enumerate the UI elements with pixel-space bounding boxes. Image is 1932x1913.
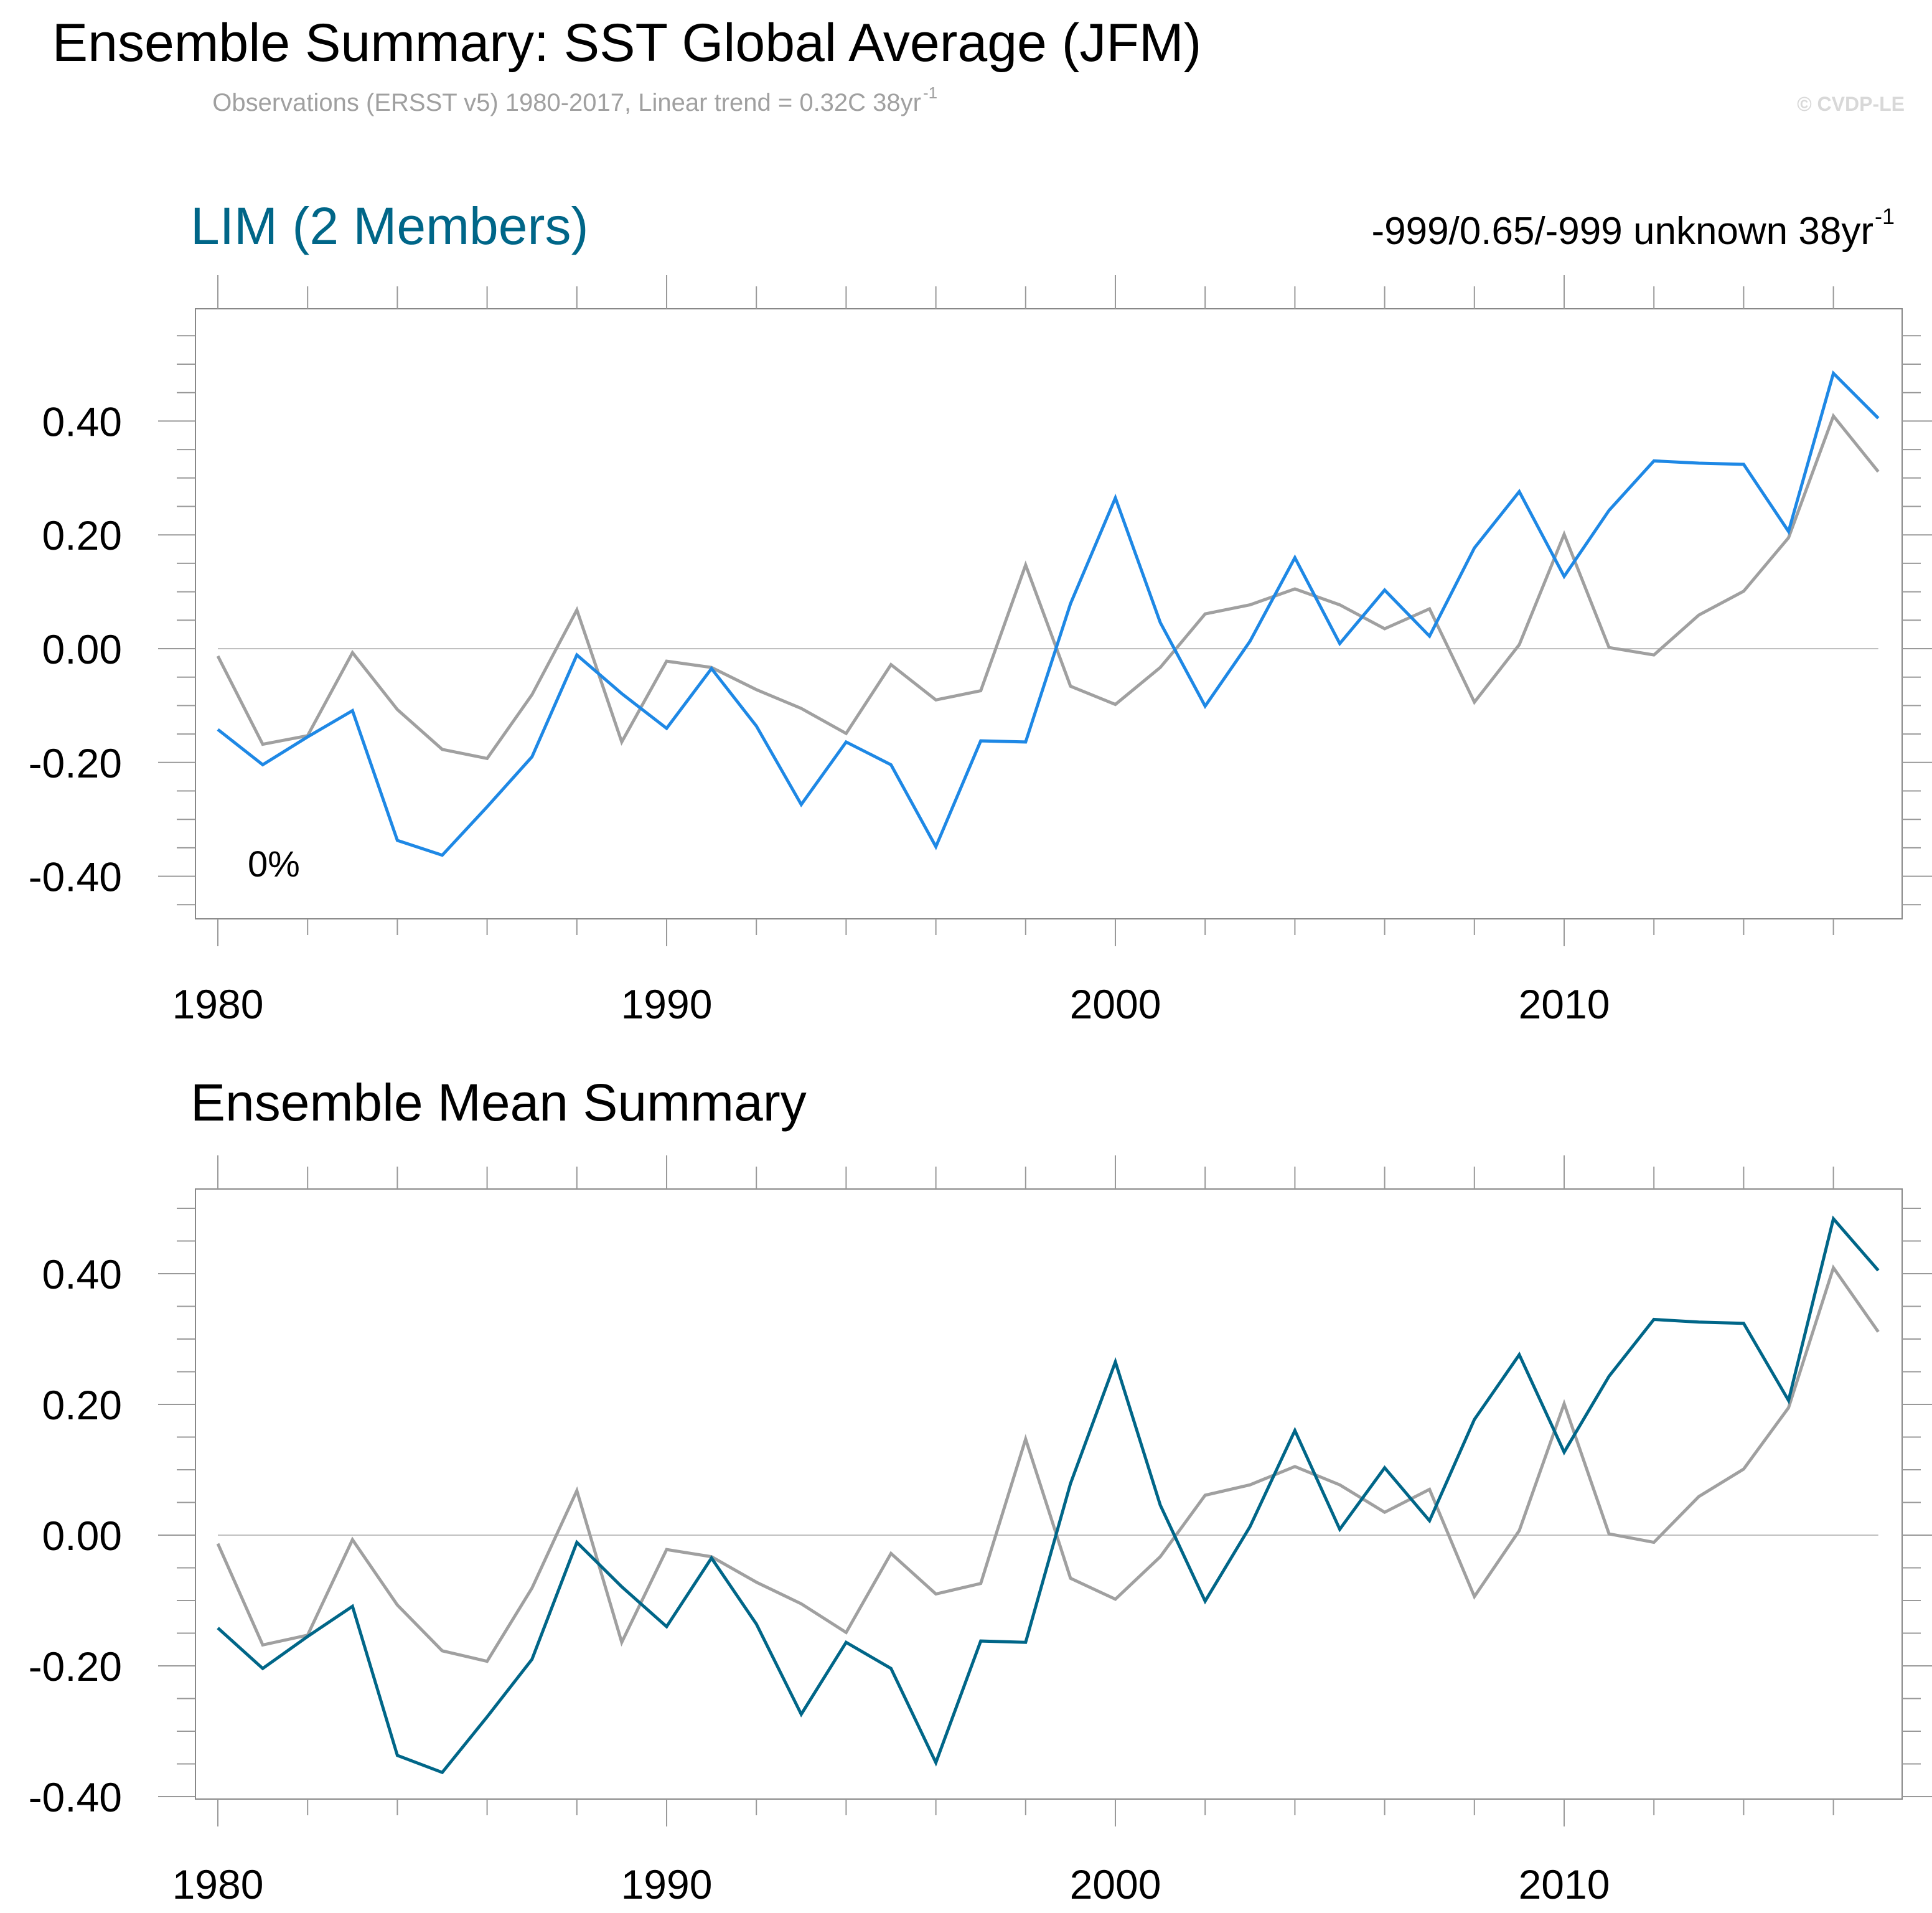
plot-frame: [195, 1188, 1903, 1800]
y-tick-label: -0.40: [29, 1774, 122, 1820]
observations-line: [216, 1264, 1880, 1663]
x-tick-label: 2000: [1070, 981, 1161, 1027]
plot-panel-bottom: -0.40 -0.20 0.00 0.20 0.40 1980 1990 2000 2010: [29, 1155, 1932, 1907]
plot-panel-top: -0.40 -0.20 0.00 0.20 0.40 1980 1990 2000 2010: [29, 275, 1932, 1027]
y-tick-label: 0.00: [42, 626, 122, 672]
x-tick-label: 1990: [621, 1861, 713, 1907]
x-tick-label: 1990: [621, 981, 713, 1027]
x-tick-label: 2010: [1519, 981, 1610, 1027]
y-tick-label: 0.40: [42, 398, 122, 444]
y-tick-label: 0.40: [42, 1251, 122, 1297]
y-tick-label: -0.20: [29, 740, 122, 786]
panel-right-annotation-superscript-top: -1: [1875, 204, 1895, 229]
figure-subtitle-superscript: -1: [923, 83, 937, 102]
member-line: [217, 370, 1880, 857]
figure-subtitle: Observations (ERSST v5) 1980-2017, Linea…: [212, 89, 921, 116]
x-tick-label: 1980: [172, 981, 264, 1027]
x-tick-label: 1980: [172, 1861, 264, 1907]
panel-right-annotation-top: -999/0.65/-999 unknown 38yr: [1371, 210, 1873, 253]
y-tick-label: -0.20: [29, 1643, 122, 1690]
x-tick-label: 2010: [1519, 1861, 1610, 1907]
copyright-label: © CVDP-LE: [1797, 93, 1905, 115]
figure-title: Ensemble Summary: SST Global Average (JF…: [52, 13, 1201, 73]
observations-line: [216, 413, 1880, 761]
y-tick-label: 0.20: [42, 512, 122, 558]
plot-frame: [195, 308, 1903, 919]
ensemble-mean-line: [217, 1215, 1880, 1775]
x-tick-label: 2000: [1070, 1861, 1161, 1907]
inset-percent-label: 0%: [248, 844, 300, 885]
y-tick-label: 0.00: [42, 1513, 122, 1559]
y-tick-label: -0.40: [29, 854, 122, 900]
panel-title-bottom: Ensemble Mean Summary: [190, 1073, 807, 1132]
y-tick-label: 0.20: [42, 1382, 122, 1428]
panel-title-top: LIM (2 Members): [190, 197, 588, 255]
